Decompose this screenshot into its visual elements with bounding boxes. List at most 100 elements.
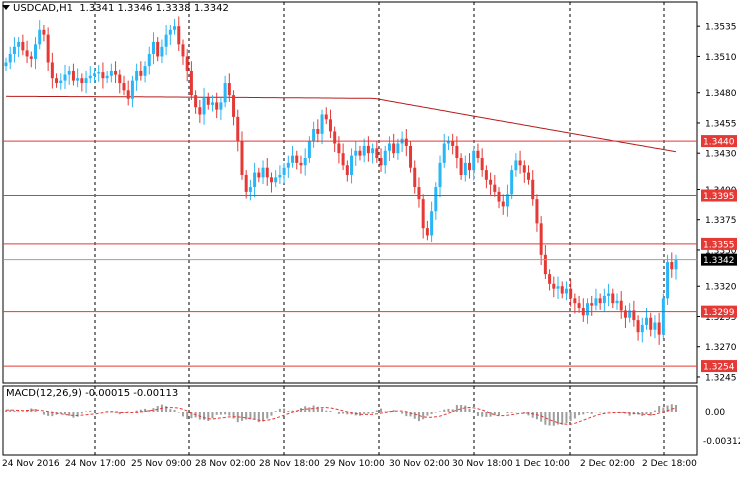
bull-candle	[33, 44, 37, 59]
bear-candle	[598, 298, 602, 304]
bear-candle	[333, 131, 337, 144]
price-tick-label: 1.3480	[705, 89, 737, 99]
bear-candle	[484, 170, 488, 180]
macd-scale-label: -0.00312	[703, 437, 740, 447]
ohlc-values: 1.3341 1.3346 1.3338 1.3342	[79, 3, 229, 14]
bull-candle	[8, 54, 12, 63]
bear-candle	[531, 179, 535, 200]
bear-candle	[476, 150, 480, 159]
bull-candle	[210, 102, 214, 105]
bull-candle	[666, 262, 670, 299]
bear-candle	[118, 74, 122, 84]
bear-candle	[417, 187, 421, 200]
bull-candle	[383, 150, 387, 166]
bull-candle	[168, 29, 172, 35]
bear-candle	[299, 162, 303, 166]
bear-candle	[80, 78, 84, 84]
bull-candle	[109, 70, 113, 76]
price-tick-label: 1.3295	[705, 313, 737, 323]
bear-candle	[324, 114, 328, 120]
macd-signal-line	[5, 406, 677, 425]
bear-candle	[404, 138, 408, 146]
symbol-timeframe: USDCAD,H1	[13, 3, 73, 14]
level-price-label: 1.3395	[703, 192, 735, 202]
bear-candle	[413, 167, 417, 188]
bear-candle	[126, 90, 130, 99]
bull-candle	[674, 259, 678, 270]
dropdown-arrow-icon[interactable]	[2, 5, 10, 10]
bear-candle	[114, 70, 118, 75]
time-axis-label: 1 Dec 10:00	[515, 459, 570, 469]
bear-candle	[177, 26, 181, 45]
bear-candle	[573, 298, 577, 304]
bear-candle	[257, 172, 261, 178]
bear-candle	[21, 41, 25, 51]
bull-candle	[88, 75, 92, 79]
bull-candle	[556, 286, 560, 289]
bull-candle	[59, 80, 63, 84]
bear-candle	[623, 310, 627, 318]
bull-candle	[282, 167, 286, 175]
bear-candle	[139, 70, 143, 76]
bull-candle	[274, 177, 278, 183]
bear-candle	[543, 254, 547, 275]
bull-candle	[472, 150, 476, 171]
bull-candle	[253, 172, 257, 188]
bear-candle	[227, 83, 231, 96]
level-price-label: 1.3440	[703, 138, 735, 148]
bear-candle	[569, 288, 573, 299]
bear-candle	[518, 160, 522, 166]
bear-candle	[527, 172, 531, 180]
time-axis-label: 28 Nov 18:00	[259, 459, 320, 469]
bear-candle	[215, 102, 219, 110]
bull-candle	[307, 141, 311, 159]
bear-candle	[670, 262, 674, 270]
bear-candle	[497, 191, 501, 202]
bear-candle	[590, 303, 594, 306]
time-axis-label: 28 Nov 02:00	[195, 459, 256, 469]
bull-candle	[661, 298, 665, 335]
bull-candle	[396, 143, 400, 154]
time-axis-label: 24 Nov 2016	[2, 459, 60, 469]
bull-candle	[135, 70, 139, 81]
time-axis-label: 30 Nov 18:00	[452, 459, 513, 469]
bull-candle	[38, 29, 42, 45]
bull-candle	[564, 288, 568, 294]
bear-candle	[493, 184, 497, 192]
price-pane-frame	[2, 1, 698, 384]
bear-candle	[409, 145, 413, 168]
bear-candle	[295, 155, 299, 163]
bear-candle	[244, 174, 248, 192]
bear-candle	[459, 158, 463, 175]
time-axis-label: 29 Nov 10:00	[324, 459, 385, 469]
bull-candle	[320, 114, 324, 134]
price-tick-label: 1.3535	[705, 23, 737, 33]
bull-candle	[147, 54, 151, 67]
bull-candle	[173, 26, 177, 30]
price-tick-label: 1.3350	[705, 246, 737, 256]
bear-candle	[649, 317, 653, 330]
price-tick-label: 1.3510	[705, 53, 737, 63]
bull-candle	[151, 41, 155, 55]
bull-candle	[628, 310, 632, 318]
bull-candle	[645, 317, 649, 325]
level-price-tag	[701, 237, 737, 250]
price-tick-label: 1.3270	[705, 343, 737, 353]
bull-candle	[303, 158, 307, 166]
bear-candle	[535, 199, 539, 224]
price-tick-label: 1.3430	[705, 150, 737, 160]
bull-candle	[446, 141, 450, 144]
bull-candle	[76, 78, 80, 81]
bear-candle	[240, 141, 244, 175]
bear-candle	[358, 150, 362, 156]
time-axis-label: 24 Nov 17:00	[65, 459, 126, 469]
bear-candle	[194, 95, 198, 108]
bull-candle	[640, 324, 644, 333]
bear-candle	[42, 29, 46, 35]
bull-candle	[505, 194, 509, 207]
time-axis-label: 30 Nov 02:00	[389, 459, 450, 469]
bear-candle	[632, 310, 636, 321]
bear-candle	[636, 320, 640, 333]
bear-candle	[337, 143, 341, 154]
